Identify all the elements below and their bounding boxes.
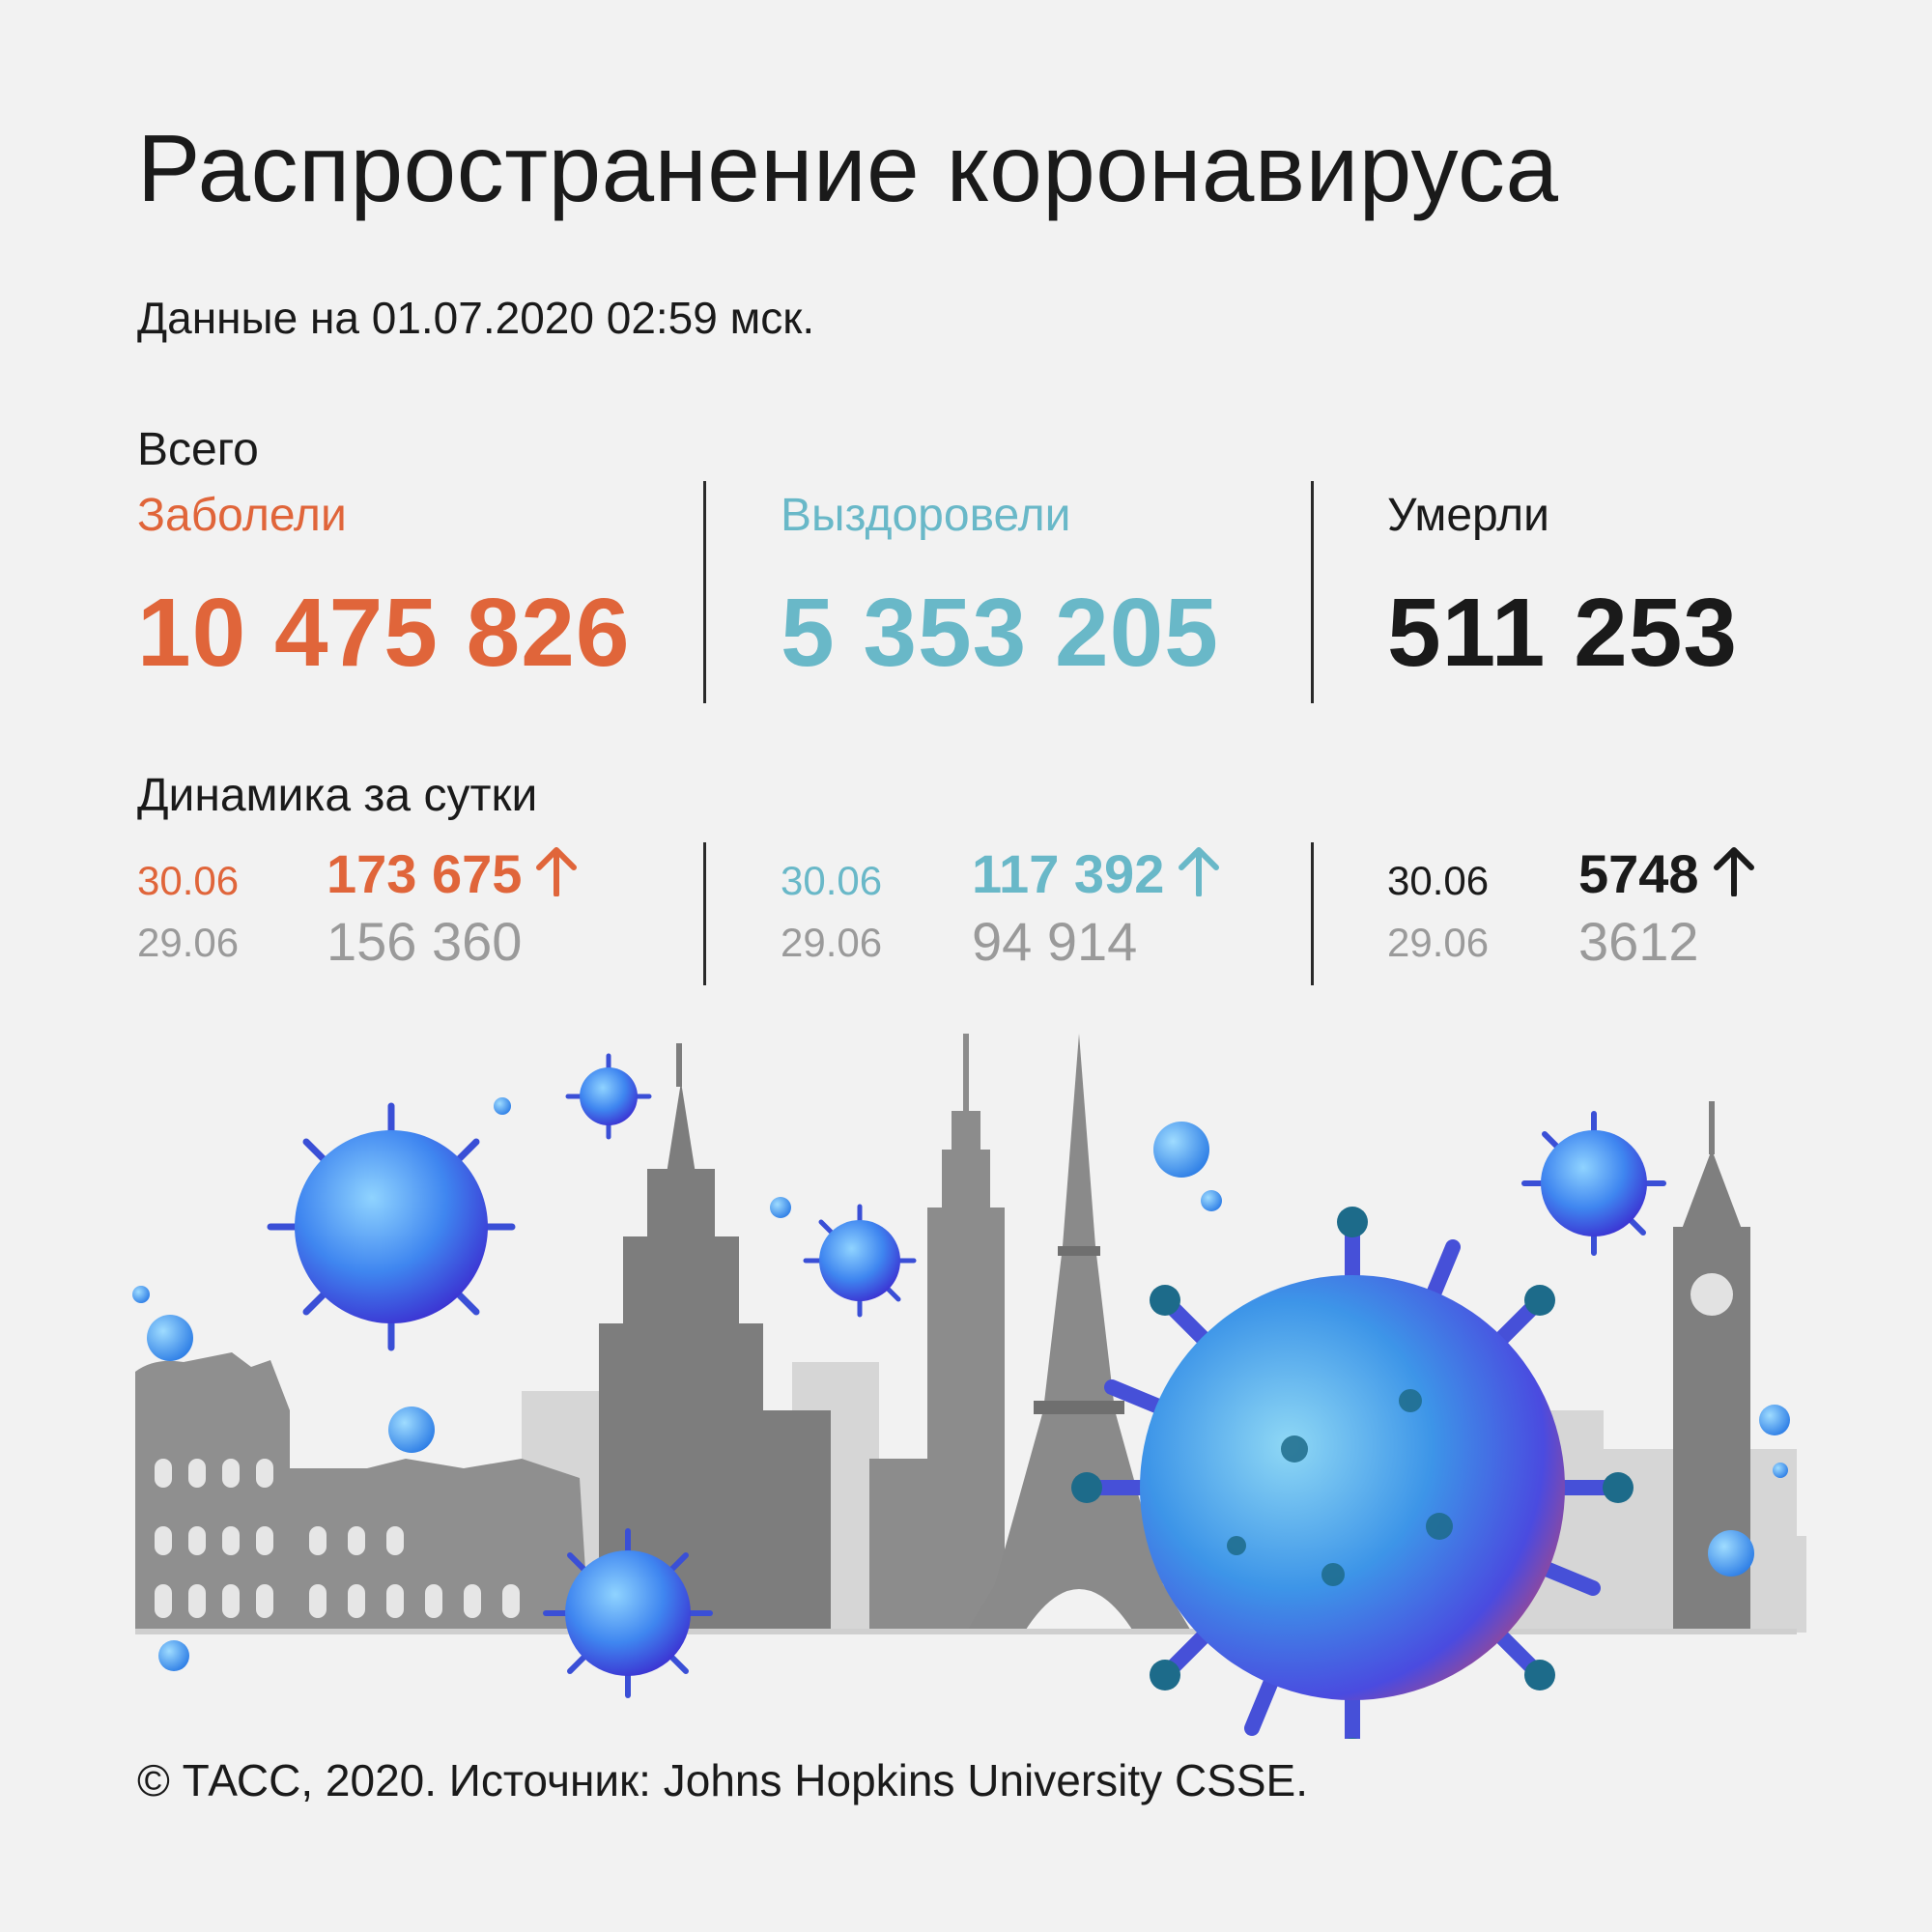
today-value: 173 675 <box>327 842 578 905</box>
today-date: 30.06 <box>137 858 240 903</box>
virus-icon <box>803 1204 917 1318</box>
column-divider <box>703 842 706 985</box>
today-value: 117 392 <box>972 842 1220 905</box>
colosseum <box>135 1352 589 1633</box>
virus-icon <box>543 1528 713 1698</box>
arrow-up-icon <box>1713 847 1754 896</box>
column-divider <box>1311 481 1314 703</box>
infected-label: Заболели <box>137 490 347 541</box>
data-timestamp: Данные на 01.07.2020 02:59 мск. <box>137 293 815 343</box>
today-date: 30.06 <box>781 858 883 903</box>
total-section-label: Всего <box>137 424 259 475</box>
virus-icon <box>565 1053 652 1140</box>
dynamics-section-label: Динамика за сутки <box>137 770 538 821</box>
prev-value: 3612 <box>1578 911 1699 972</box>
virus-icon <box>267 1102 516 1351</box>
empire-state-building <box>869 1034 1005 1633</box>
prev-value: 94 914 <box>972 911 1138 972</box>
column-divider <box>1311 842 1314 985</box>
deaths-total: 511 253 <box>1387 579 1738 687</box>
infected-total: 10 475 826 <box>137 579 631 687</box>
page-title: Распространение коронавируса <box>137 115 1559 221</box>
arrow-up-icon <box>1179 847 1220 896</box>
column-divider <box>703 481 706 703</box>
recovered-total: 5 353 205 <box>781 579 1219 687</box>
virus-dots <box>132 1097 1790 1671</box>
arrow-up-icon <box>536 847 578 896</box>
deaths-label: Умерли <box>1387 490 1549 541</box>
moscow-tower <box>599 1043 831 1633</box>
recovered-label: Выздоровели <box>781 490 1071 541</box>
prev-date: 29.06 <box>137 920 240 965</box>
virus-icon <box>1071 1207 1634 1739</box>
prev-date: 29.06 <box>781 920 883 965</box>
today-date: 30.06 <box>1387 858 1490 903</box>
footer-source: © ТАСС, 2020. Источник: Johns Hopkins Un… <box>137 1755 1308 1805</box>
today-value: 5748 <box>1578 842 1755 905</box>
city-skyline-virus-illustration <box>132 1034 1806 1739</box>
eiffel-tower <box>966 1034 1192 1633</box>
virus-icon <box>1521 1111 1666 1256</box>
prev-date: 29.06 <box>1387 920 1490 965</box>
prev-value: 156 360 <box>327 911 523 972</box>
